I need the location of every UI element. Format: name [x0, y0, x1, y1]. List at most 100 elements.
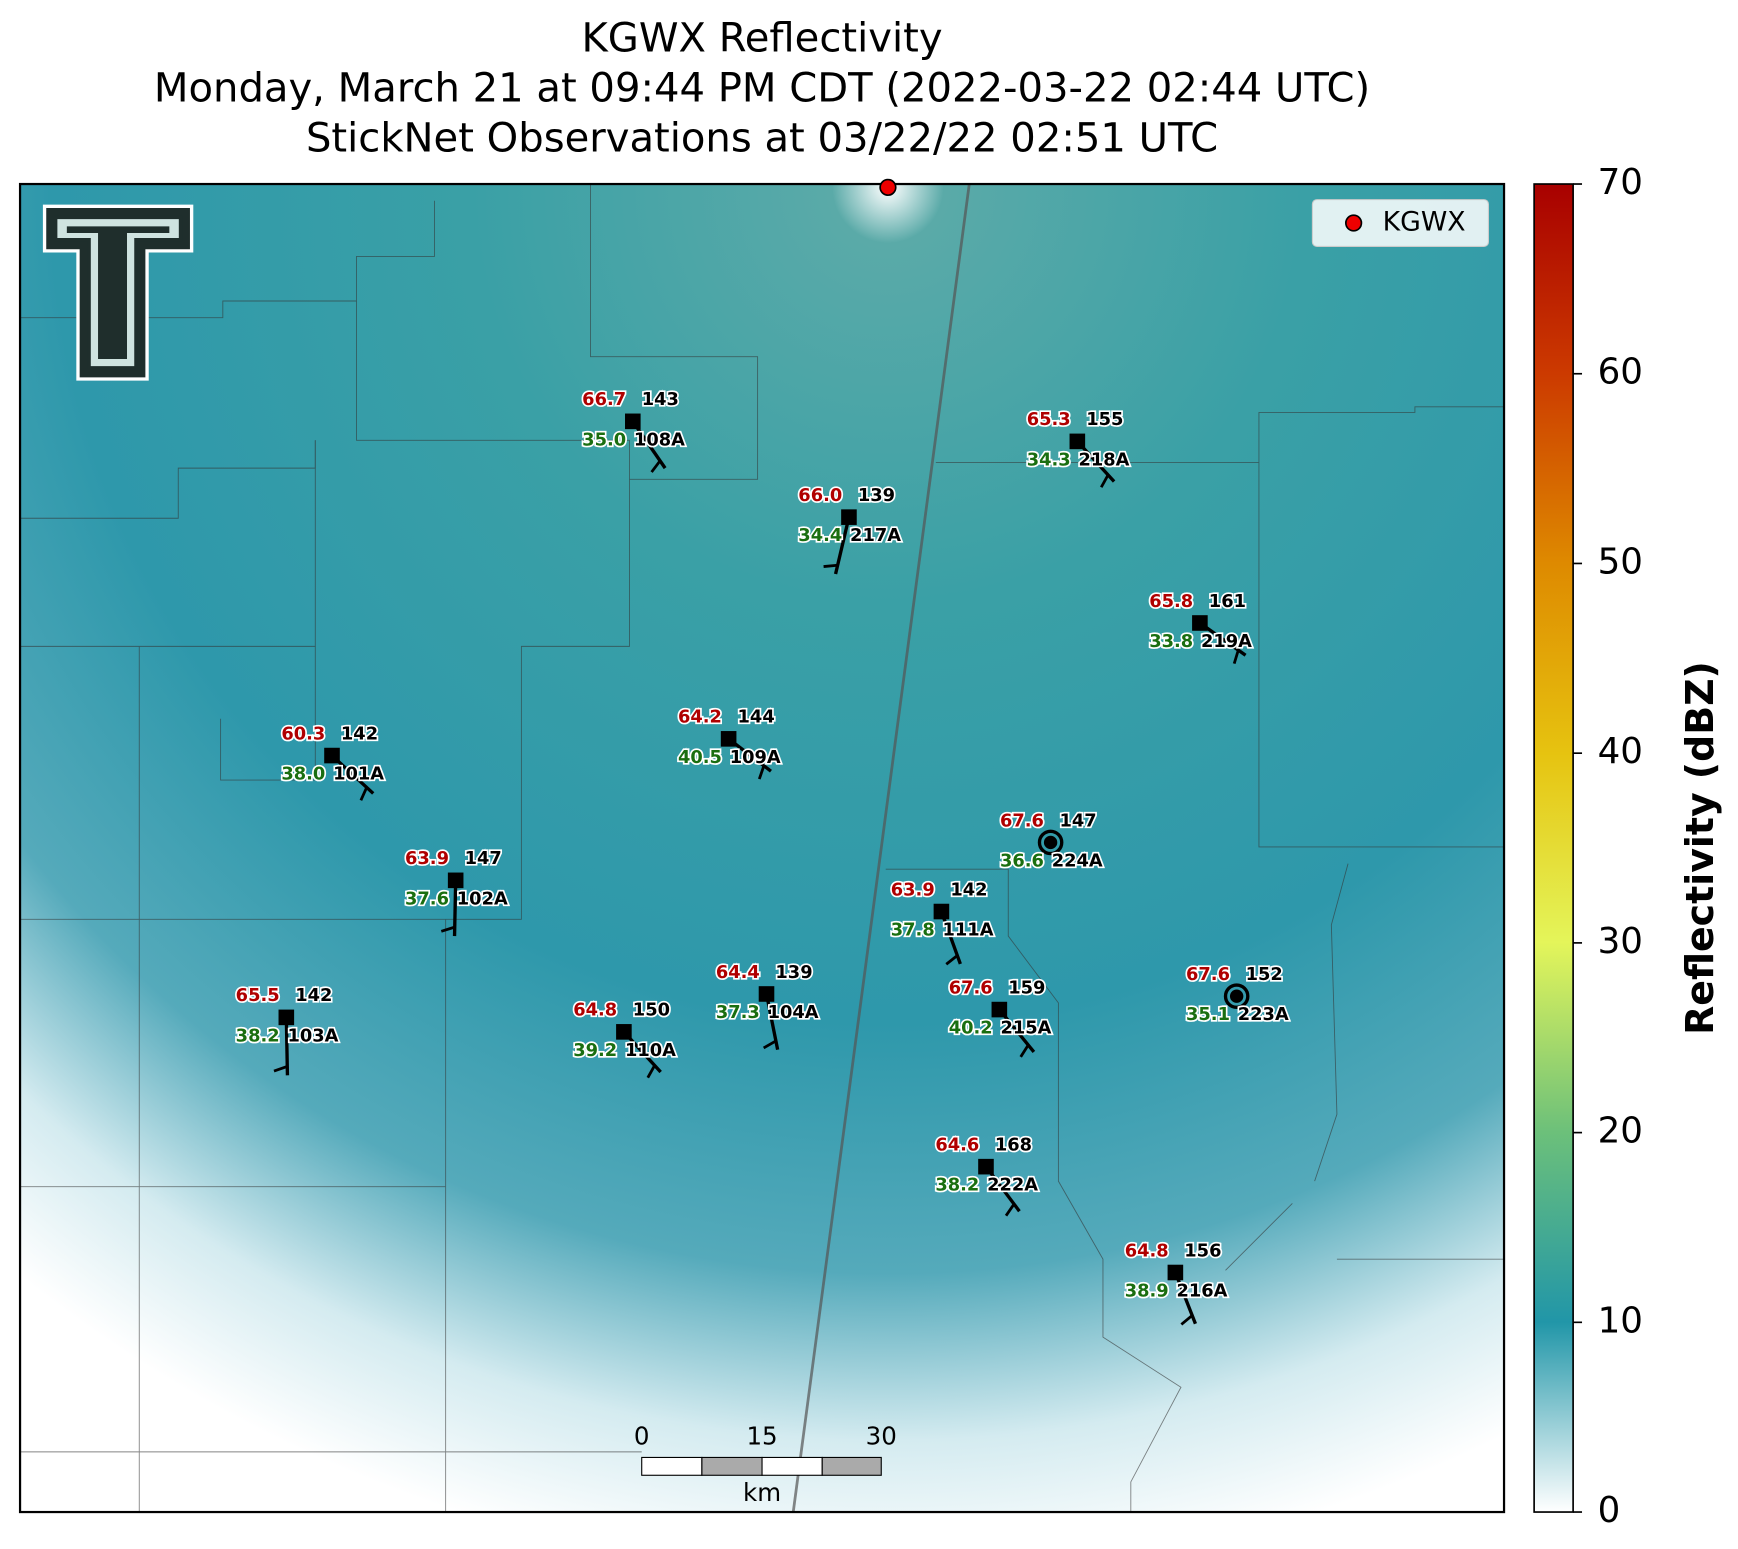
- legend-marker: [1345, 214, 1363, 232]
- wind-barb: [1019, 1044, 1030, 1058]
- wind-barb: [1100, 474, 1110, 488]
- scale-label: 30: [866, 1421, 897, 1450]
- station-id: 215A: [1000, 1018, 1051, 1039]
- pressure: 159: [1008, 977, 1045, 998]
- station-id: 216A: [1176, 1280, 1227, 1301]
- colorbar-tick-label: 50: [1598, 541, 1643, 582]
- dewpoint: 37.6: [405, 888, 449, 909]
- station-id: 111A: [943, 919, 994, 940]
- station-marker: [1043, 835, 1058, 850]
- title: Monday, March 21 at 09:44 PM CDT (2022-0…: [154, 65, 1370, 111]
- pressure: 144: [738, 707, 775, 728]
- station-id: 102A: [457, 888, 508, 909]
- temperature: 66.7: [582, 389, 626, 410]
- colorbar-tick-label: 0: [1598, 1490, 1621, 1531]
- colorbar-tick-label: 10: [1598, 1300, 1643, 1341]
- station-marker: [933, 903, 950, 920]
- temperature: 64.8: [1125, 1240, 1169, 1261]
- wind-barb: [1232, 649, 1240, 665]
- station: 65.8 161 33.8 219A: [1148, 589, 1254, 665]
- colorbar-tick-label: 30: [1598, 921, 1643, 962]
- pressure: 150: [633, 1000, 670, 1021]
- legend-box: [1311, 199, 1489, 247]
- dewpoint: 33.8: [1149, 631, 1193, 652]
- temperature: 65.3: [1027, 409, 1071, 430]
- calm-circle: [1037, 829, 1064, 856]
- station: 60.3 142 38.0 101A: [280, 722, 386, 801]
- wind-barb: [646, 1064, 656, 1079]
- pressure: 152: [1246, 964, 1283, 985]
- station-marker: [616, 1024, 632, 1040]
- pressure: 142: [295, 985, 332, 1006]
- pressure: 147: [465, 848, 502, 869]
- pressure: 142: [341, 723, 378, 744]
- dewpoint: 38.0: [281, 764, 325, 785]
- scale-bar: 0 15 30 km: [634, 1421, 897, 1507]
- temperature: 64.4: [716, 962, 760, 983]
- wind-barb: [757, 765, 766, 780]
- temperature: 67.6: [1000, 810, 1044, 831]
- pressure: 156: [1184, 1240, 1221, 1261]
- wind-barb: [1004, 1203, 1016, 1217]
- scale-label: 15: [746, 1421, 777, 1450]
- dewpoint: 35.1: [1186, 1004, 1230, 1025]
- station-marker: [991, 1001, 1008, 1018]
- colorbar-label: Reflectivity (dBZ): [1678, 661, 1722, 1035]
- dewpoint: 34.4: [798, 525, 842, 546]
- station-id: 224A: [1052, 850, 1103, 871]
- wind-barb: [762, 1039, 777, 1050]
- dewpoint: 38.9: [1125, 1280, 1169, 1301]
- station-marker: [1192, 615, 1208, 631]
- station-marker: [720, 731, 737, 747]
- temperature: 63.9: [405, 848, 449, 869]
- colorbar: [1533, 183, 1574, 1513]
- pressure: 161: [1209, 591, 1246, 612]
- dewpoint: 38.2: [236, 1025, 280, 1046]
- station-id: 219A: [1201, 631, 1252, 652]
- station-id: 110A: [625, 1040, 676, 1061]
- dewpoint: 39.2: [573, 1040, 617, 1061]
- temperature: 64.6: [935, 1134, 979, 1155]
- dewpoint: 37.3: [716, 1002, 760, 1023]
- wind-barb: [1180, 1314, 1194, 1326]
- calm-circle: [1223, 983, 1250, 1010]
- highway: [791, 184, 971, 1513]
- wind-barb: [764, 993, 780, 1051]
- temperature: 64.8: [573, 1000, 617, 1021]
- station-marker: [447, 872, 464, 889]
- station-id: 222A: [987, 1175, 1038, 1196]
- station-id: 109A: [730, 747, 781, 768]
- title: KGWX Reflectivity: [581, 15, 942, 61]
- colorbar-ticks: 0 10 20 30 40 50 60 70: [1573, 162, 1643, 1531]
- pressure: 147: [1060, 810, 1097, 831]
- radar-field: [20, 184, 1505, 1513]
- dewpoint: 34.3: [1027, 449, 1071, 470]
- temperature: 66.0: [798, 485, 842, 506]
- station-marker: [1167, 1264, 1184, 1281]
- station: 64.4 139 37.3 104A: [714, 960, 820, 1051]
- radar-site: [879, 178, 897, 197]
- wind-barb: [273, 1065, 288, 1073]
- station: 66.7 143 35.0 108A: [581, 387, 687, 473]
- wind-barb: [1173, 1271, 1197, 1325]
- pressure: 139: [858, 485, 895, 506]
- pressure: 155: [1086, 409, 1123, 430]
- wind-barb: [650, 459, 662, 473]
- pressure: 168: [995, 1134, 1032, 1155]
- station-marker: [324, 747, 340, 764]
- dewpoint: 36.6: [1000, 850, 1044, 871]
- wind-barb: [284, 1017, 290, 1076]
- station: 65.5 142 38.2 103A: [234, 984, 340, 1076]
- pressure: 139: [775, 962, 812, 983]
- colorbar-tick-label: 60: [1598, 352, 1643, 393]
- colorbar-tick-label: 20: [1598, 1111, 1643, 1152]
- station-id: 104A: [768, 1002, 819, 1023]
- temperature: 67.6: [949, 977, 993, 998]
- stations: 66.7 143 35.0 108A 65.3 155 34.3 218A 66.0 139 34.…: [234, 387, 1291, 1326]
- dewpoint: 40.5: [678, 747, 722, 768]
- station: 64.2 144 40.5 109A: [676, 705, 783, 780]
- wind-barb: [939, 910, 962, 965]
- station-id: 101A: [333, 764, 384, 785]
